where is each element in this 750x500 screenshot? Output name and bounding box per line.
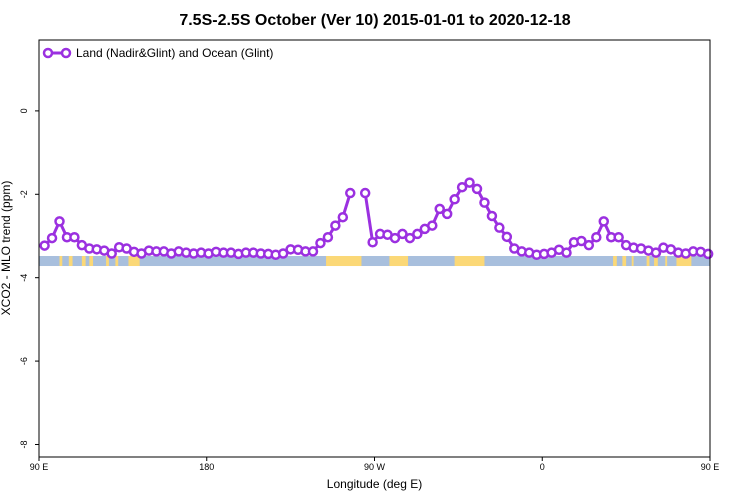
data-point bbox=[561, 247, 572, 258]
x-tick-label: 0 bbox=[540, 462, 545, 472]
land-segment bbox=[81, 256, 86, 267]
x-tick-label: 90 W bbox=[364, 462, 386, 472]
data-point bbox=[345, 187, 356, 199]
data-point bbox=[449, 194, 460, 205]
series-layer bbox=[39, 177, 714, 261]
land-segment bbox=[68, 256, 73, 267]
land-segment bbox=[115, 256, 119, 267]
legend-label: Land (Nadir&Glint) and Ocean (Glint) bbox=[76, 46, 273, 60]
land-segment bbox=[106, 256, 109, 267]
legend-marker-right bbox=[60, 47, 72, 59]
data-point bbox=[598, 216, 610, 227]
data-point bbox=[397, 228, 408, 240]
data-point bbox=[322, 231, 334, 243]
y-tick-label: -2 bbox=[19, 190, 29, 198]
axis-ticks: 90 E 180 90 W 0 90 E 0 -2 -4 -6 -8 bbox=[19, 108, 719, 472]
data-point bbox=[613, 231, 624, 243]
chart-title: 7.5S-2.5S October (Ver 10) 2015-01-01 to… bbox=[179, 12, 570, 29]
y-tick-label: -4 bbox=[19, 274, 29, 282]
y-tick-label: 0 bbox=[19, 108, 29, 113]
data-point bbox=[464, 177, 475, 188]
data-point bbox=[337, 211, 349, 223]
y-axis-label: XCO2 - MLO trend (ppm) bbox=[0, 181, 13, 316]
legend: Land (Nadir&Glint) and Ocean (Glint) bbox=[42, 46, 273, 60]
land-segment bbox=[613, 256, 617, 267]
x-tick-label: 90 E bbox=[701, 462, 720, 472]
data-point bbox=[650, 247, 662, 258]
data-point bbox=[330, 220, 341, 231]
data-point bbox=[315, 237, 326, 249]
data-point bbox=[434, 203, 445, 215]
data-point bbox=[456, 181, 468, 193]
data-point bbox=[576, 235, 587, 247]
land-segment bbox=[128, 256, 140, 267]
land-segment bbox=[454, 256, 485, 267]
plot-frame bbox=[38, 39, 711, 458]
land-segment bbox=[665, 256, 668, 267]
land-segment bbox=[676, 256, 692, 267]
land-segment bbox=[89, 256, 94, 267]
data-point bbox=[307, 246, 319, 257]
data-point bbox=[277, 248, 289, 259]
y-tick-label: -8 bbox=[19, 440, 29, 448]
land-segment bbox=[326, 256, 362, 267]
data-point bbox=[404, 232, 416, 244]
land-segment bbox=[654, 256, 658, 267]
x-tick-label: 90 E bbox=[30, 462, 49, 472]
data-point bbox=[46, 232, 58, 244]
data-point bbox=[479, 197, 490, 208]
legend-marker-left bbox=[42, 47, 54, 59]
data-point bbox=[359, 187, 371, 199]
land-segment bbox=[389, 256, 409, 267]
y-tick-label: -6 bbox=[19, 357, 29, 365]
x-axis-label: Longitude (deg E) bbox=[327, 477, 422, 491]
data-point bbox=[494, 222, 505, 233]
data-point bbox=[501, 231, 513, 243]
data-point bbox=[591, 231, 602, 243]
data-point bbox=[441, 208, 453, 220]
data-point bbox=[39, 240, 50, 251]
data-point bbox=[389, 232, 401, 244]
land-segment bbox=[646, 256, 650, 267]
x-tick-label: 180 bbox=[199, 462, 214, 472]
data-point bbox=[702, 248, 714, 260]
land-segment bbox=[59, 256, 63, 267]
land-segment bbox=[622, 256, 627, 267]
data-point bbox=[412, 228, 423, 240]
land-segment bbox=[631, 256, 634, 267]
data-point bbox=[367, 236, 378, 248]
data-point bbox=[54, 216, 65, 227]
data-point bbox=[106, 248, 117, 259]
data-point bbox=[486, 210, 498, 222]
data-point bbox=[471, 183, 483, 195]
data-point bbox=[583, 239, 595, 251]
surface-band bbox=[39, 256, 710, 267]
ocean-band bbox=[39, 256, 710, 267]
data-point bbox=[69, 231, 80, 243]
data-point bbox=[427, 220, 438, 231]
